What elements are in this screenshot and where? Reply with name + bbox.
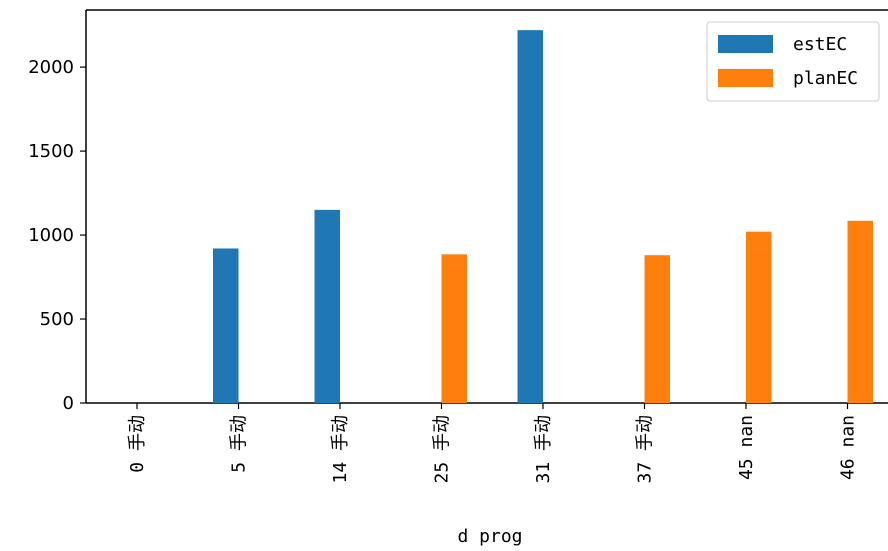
y-tick-label: 500 xyxy=(40,309,74,330)
y-tick-label: 1000 xyxy=(28,225,74,246)
x-tick-label: 31 手动 xyxy=(533,415,554,484)
x-tick-label: 25 手动 xyxy=(432,415,453,484)
bar-planEC-3 xyxy=(441,254,467,403)
x-axis-label: d prog xyxy=(457,526,522,547)
y-tick-label: 0 xyxy=(63,393,74,414)
y-axis: 0 500 1000 1500 2000 xyxy=(28,57,86,414)
bar-planEC-5 xyxy=(644,255,670,403)
bar-planEC-7 xyxy=(847,220,873,403)
x-tick-label: 0 手动 xyxy=(127,415,148,473)
x-axis: 0 手动 5 手动 14 手动 25 手动 31 手动 37 手动 45 nan 46 nan xyxy=(127,403,859,484)
y-tick-label: 1500 xyxy=(28,141,74,162)
x-tick-label: 5 手动 xyxy=(229,415,250,473)
bars xyxy=(213,30,873,404)
legend-label-planEC: planEC xyxy=(793,68,858,89)
y-tick-label: 2000 xyxy=(28,57,74,78)
bar-planEC-6 xyxy=(746,231,772,403)
bar-estEC-4 xyxy=(517,30,543,404)
legend-swatch-planEC xyxy=(718,69,773,87)
x-tick-label: 14 手动 xyxy=(330,415,351,484)
x-tick-label: 37 手动 xyxy=(635,415,656,484)
legend-label-estEC: estEC xyxy=(793,34,847,55)
legend: estEC planEC xyxy=(706,21,880,102)
legend-swatch-estEC xyxy=(718,35,773,53)
bar-estEC-2 xyxy=(314,209,340,403)
x-tick-label: 46 nan xyxy=(838,415,859,480)
x-tick-label: 45 nan xyxy=(736,415,757,480)
bar-estEC-1 xyxy=(213,248,239,403)
